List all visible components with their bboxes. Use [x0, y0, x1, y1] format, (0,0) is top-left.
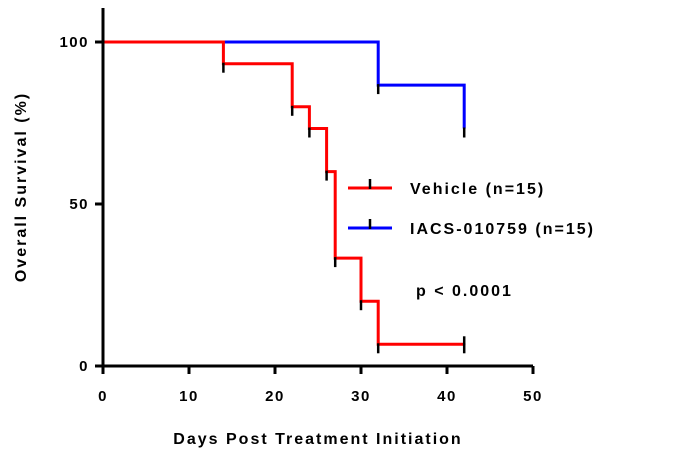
y-axis-title: Overall Survival (%) [13, 92, 30, 282]
x-tick-label: 10 [179, 388, 199, 405]
x-tick-label: 20 [265, 388, 285, 405]
legend-label: IACS-010759 (n=15) [410, 221, 595, 238]
legend: Vehicle (n=15) IACS-010759 (n=15) [348, 179, 595, 238]
series-line-1 [103, 40, 466, 129]
plot-lines [103, 40, 466, 354]
x-tick-label: 50 [523, 388, 543, 405]
axes [101, 8, 533, 368]
x-tick-label: 40 [437, 388, 457, 405]
x-tick-label: 30 [351, 388, 371, 405]
x-axis-title: Days Post Treatment Initiation [173, 431, 462, 448]
x-tick-label: 0 [98, 388, 108, 405]
ticks: 0 10 20 30 40 50 0 50 100 [59, 34, 543, 405]
series-line-0 [103, 40, 465, 346]
p-value-annotation: p < 0.0001 [416, 283, 513, 300]
y-tick-label: 50 [69, 196, 89, 213]
y-tick-label: 100 [59, 34, 89, 51]
y-tick-label: 0 [79, 358, 89, 375]
legend-label: Vehicle (n=15) [410, 181, 545, 198]
